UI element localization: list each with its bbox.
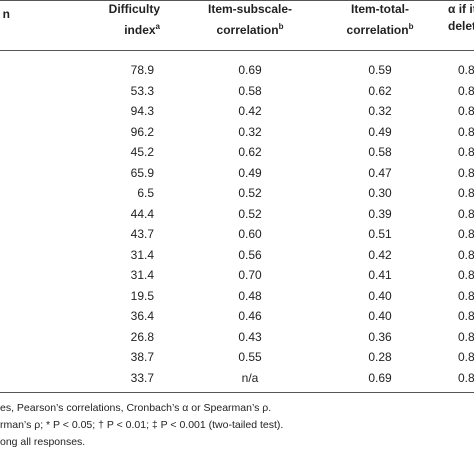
footnote-marker: b bbox=[278, 22, 284, 31]
cell-value: 0.55 bbox=[238, 350, 262, 364]
cell-value: 0.36 bbox=[368, 329, 392, 344]
cell-value: 6.5 bbox=[137, 186, 154, 200]
cell-value: 78.9 bbox=[130, 63, 154, 77]
cell-value: 0.8 bbox=[458, 309, 474, 323]
cell-value: 0.60 bbox=[238, 227, 262, 241]
cell-value: 19.5 bbox=[130, 288, 154, 303]
cell-value: 0.8 bbox=[458, 63, 474, 77]
cell-value: 0.8 bbox=[458, 227, 474, 241]
cell-value: 0.58 bbox=[238, 83, 262, 98]
cell-value: 0.8 bbox=[458, 288, 474, 303]
cell-value: 0.52 bbox=[238, 206, 262, 221]
header-text: Item-total- bbox=[351, 2, 409, 16]
cell-value: 0.47 bbox=[368, 165, 392, 180]
cell-value: 0.62 bbox=[238, 145, 262, 159]
cell-value: 45.2 bbox=[130, 145, 154, 159]
cell-value: 0.59 bbox=[368, 63, 392, 77]
cell-value: 0.69 bbox=[238, 63, 262, 77]
cell-value: 0.58 bbox=[368, 145, 392, 159]
cell-value: 53.3 bbox=[130, 83, 154, 98]
cell-value: 0.56 bbox=[238, 247, 262, 262]
cell-value: 0.8 bbox=[458, 268, 474, 282]
cell-value: 0.28 bbox=[368, 350, 392, 364]
cell-value: 0.30 bbox=[368, 186, 392, 200]
footnote-marker: b bbox=[408, 22, 414, 31]
footnote: ong all responses. bbox=[0, 436, 86, 448]
cell-value: 0.32 bbox=[368, 104, 392, 118]
cell-value: 0.51 bbox=[368, 227, 392, 241]
header-text: correlationb bbox=[216, 22, 284, 37]
cell-value: 26.8 bbox=[130, 329, 154, 344]
header-text: correlationb bbox=[346, 22, 414, 37]
cell-value: 44.4 bbox=[130, 206, 154, 221]
cell-value: 0.8 bbox=[458, 247, 474, 262]
cell-value: 0.8 bbox=[458, 104, 474, 118]
cell-value: 96.2 bbox=[130, 124, 154, 139]
cell-value: 31.4 bbox=[130, 268, 154, 282]
header-text: n bbox=[2, 7, 10, 21]
cell-value: 0.42 bbox=[368, 247, 392, 262]
header-text: α if it bbox=[448, 2, 474, 16]
cell-value: 0.42 bbox=[238, 104, 262, 118]
cell-value: 65.9 bbox=[130, 165, 154, 180]
cell-value: 0.69 bbox=[368, 370, 392, 385]
cell-value: 0.46 bbox=[238, 309, 262, 323]
cell-value: 0.40 bbox=[368, 288, 392, 303]
cell-value: 0.8 bbox=[458, 350, 474, 364]
cell-value: 43.7 bbox=[130, 227, 154, 241]
cell-value: 0.8 bbox=[458, 165, 474, 180]
cell-value: 0.52 bbox=[238, 186, 262, 200]
footnote-marker: a bbox=[155, 22, 160, 31]
cell-value: 0.39 bbox=[368, 206, 392, 221]
cell-value: 0.32 bbox=[238, 124, 262, 139]
cell-value: 31.4 bbox=[130, 247, 154, 262]
header-text: Difficulty bbox=[108, 2, 160, 16]
cell-value: 0.8 bbox=[458, 186, 474, 200]
header-rule bbox=[0, 50, 474, 51]
header-text: Item-subscale- bbox=[207, 2, 293, 16]
footnote: rman’s ρ; * P < 0.05; † P < 0.01; ‡ P < … bbox=[0, 419, 284, 431]
cell-value: 94.3 bbox=[130, 104, 154, 118]
cell-value: 0.40 bbox=[368, 309, 392, 323]
cell-value: 36.4 bbox=[130, 309, 154, 323]
cell-value: 0.8 bbox=[458, 206, 474, 221]
footnote: es, Pearson’s correlations, Cronbach’s α… bbox=[0, 402, 272, 414]
cell-value: 0.62 bbox=[368, 83, 392, 98]
cell-value: 0.48 bbox=[238, 288, 262, 303]
cell-value: 0.8 bbox=[458, 370, 474, 385]
cell-value: 0.49 bbox=[368, 124, 392, 139]
cell-value: 33.7 bbox=[130, 370, 154, 385]
header-text: indexa bbox=[124, 22, 160, 37]
cell-value: 0.43 bbox=[238, 329, 262, 344]
cell-value: 0.8 bbox=[458, 83, 474, 98]
cell-value: 0.49 bbox=[238, 165, 262, 180]
cell-value: 0.70 bbox=[238, 268, 262, 282]
cell-value: n/a bbox=[241, 370, 259, 385]
header-text: delet bbox=[448, 19, 474, 33]
cell-value: 0.8 bbox=[458, 329, 474, 344]
cell-value: 0.8 bbox=[458, 124, 474, 139]
top-rule bbox=[0, 0, 474, 1]
bottom-rule bbox=[0, 392, 474, 393]
cell-value: 0.8 bbox=[458, 145, 474, 159]
cell-value: 0.41 bbox=[368, 268, 392, 282]
cell-value: 38.7 bbox=[130, 350, 154, 364]
